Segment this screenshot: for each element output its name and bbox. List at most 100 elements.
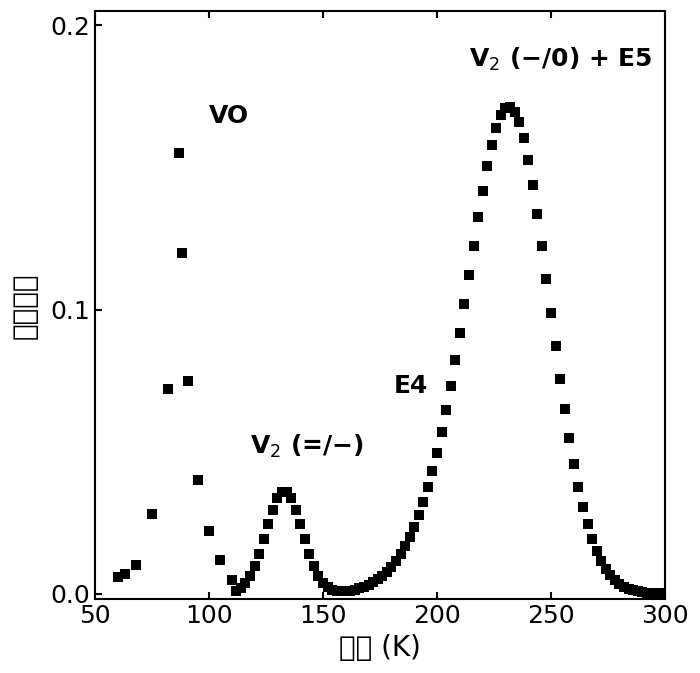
Point [632, 586, 643, 597]
Point [358, 581, 370, 592]
Point [215, 555, 226, 565]
Point [587, 534, 598, 544]
Point [400, 540, 411, 551]
Point [445, 380, 456, 391]
Point [313, 571, 324, 581]
Point [646, 588, 657, 598]
Point [458, 299, 470, 310]
Point [231, 585, 242, 596]
Point [554, 374, 566, 384]
Point [486, 139, 498, 150]
Point [295, 519, 306, 530]
Point [377, 571, 388, 581]
Point [308, 561, 319, 571]
Point [386, 561, 397, 572]
Point [618, 581, 629, 592]
Y-axis label: 电容差値: 电容差値 [11, 272, 39, 339]
Point [409, 522, 420, 532]
Point [591, 546, 602, 557]
Point [449, 355, 461, 365]
Point [299, 534, 310, 544]
Point [349, 584, 360, 595]
Point [404, 532, 415, 542]
Point [541, 273, 552, 284]
Point [545, 308, 557, 318]
Point [440, 404, 452, 415]
Point [418, 497, 429, 507]
Point [473, 212, 484, 223]
Point [413, 510, 424, 521]
Point [354, 583, 365, 594]
Point [637, 587, 648, 598]
Point [276, 487, 288, 497]
Point [249, 561, 260, 572]
Point [578, 501, 589, 512]
Point [582, 519, 593, 530]
Point [436, 427, 447, 437]
Point [559, 404, 570, 415]
Point [564, 433, 575, 444]
Point [267, 504, 279, 515]
Point [454, 327, 466, 338]
Point [427, 466, 438, 476]
Text: V$_2$ (=/−): V$_2$ (=/−) [250, 432, 364, 460]
Point [363, 579, 374, 590]
Point [395, 548, 406, 559]
Point [174, 148, 185, 159]
Point [659, 588, 671, 599]
Point [183, 376, 194, 386]
Point [286, 493, 297, 504]
Point [431, 447, 442, 458]
Point [523, 154, 534, 165]
Point [290, 504, 301, 515]
Point [176, 247, 187, 258]
Point [226, 574, 237, 585]
Point [650, 588, 662, 599]
Point [627, 585, 638, 596]
Point [235, 582, 246, 593]
Point [331, 586, 342, 596]
Point [368, 577, 379, 588]
Point [573, 481, 584, 492]
Point [304, 548, 315, 559]
Point [491, 122, 502, 133]
Point [532, 209, 543, 219]
Point [112, 571, 123, 582]
Point [258, 534, 270, 545]
X-axis label: 温度 (K): 温度 (K) [339, 634, 421, 662]
Point [335, 586, 346, 597]
Point [345, 585, 356, 596]
Point [496, 110, 507, 120]
Point [244, 571, 256, 581]
Point [518, 133, 529, 144]
Point [146, 509, 158, 520]
Point [514, 117, 525, 128]
Point [391, 555, 402, 566]
Point [382, 566, 393, 577]
Point [162, 384, 174, 394]
Point [340, 586, 351, 596]
Point [623, 583, 634, 594]
Point [204, 526, 215, 536]
Point [614, 578, 625, 589]
Point [482, 161, 493, 172]
Point [655, 588, 666, 599]
Point [272, 493, 283, 504]
Point [422, 482, 433, 493]
Point [641, 588, 652, 598]
Point [262, 519, 274, 530]
Point [119, 569, 130, 579]
Point [192, 474, 203, 485]
Text: VO: VO [209, 104, 249, 129]
Point [322, 581, 333, 592]
Point [600, 563, 611, 574]
Point [596, 555, 607, 566]
Point [130, 560, 141, 571]
Point [505, 102, 516, 112]
Point [568, 458, 580, 469]
Point [605, 570, 616, 581]
Point [372, 574, 384, 585]
Point [527, 180, 538, 190]
Point [550, 341, 561, 351]
Point [253, 548, 265, 559]
